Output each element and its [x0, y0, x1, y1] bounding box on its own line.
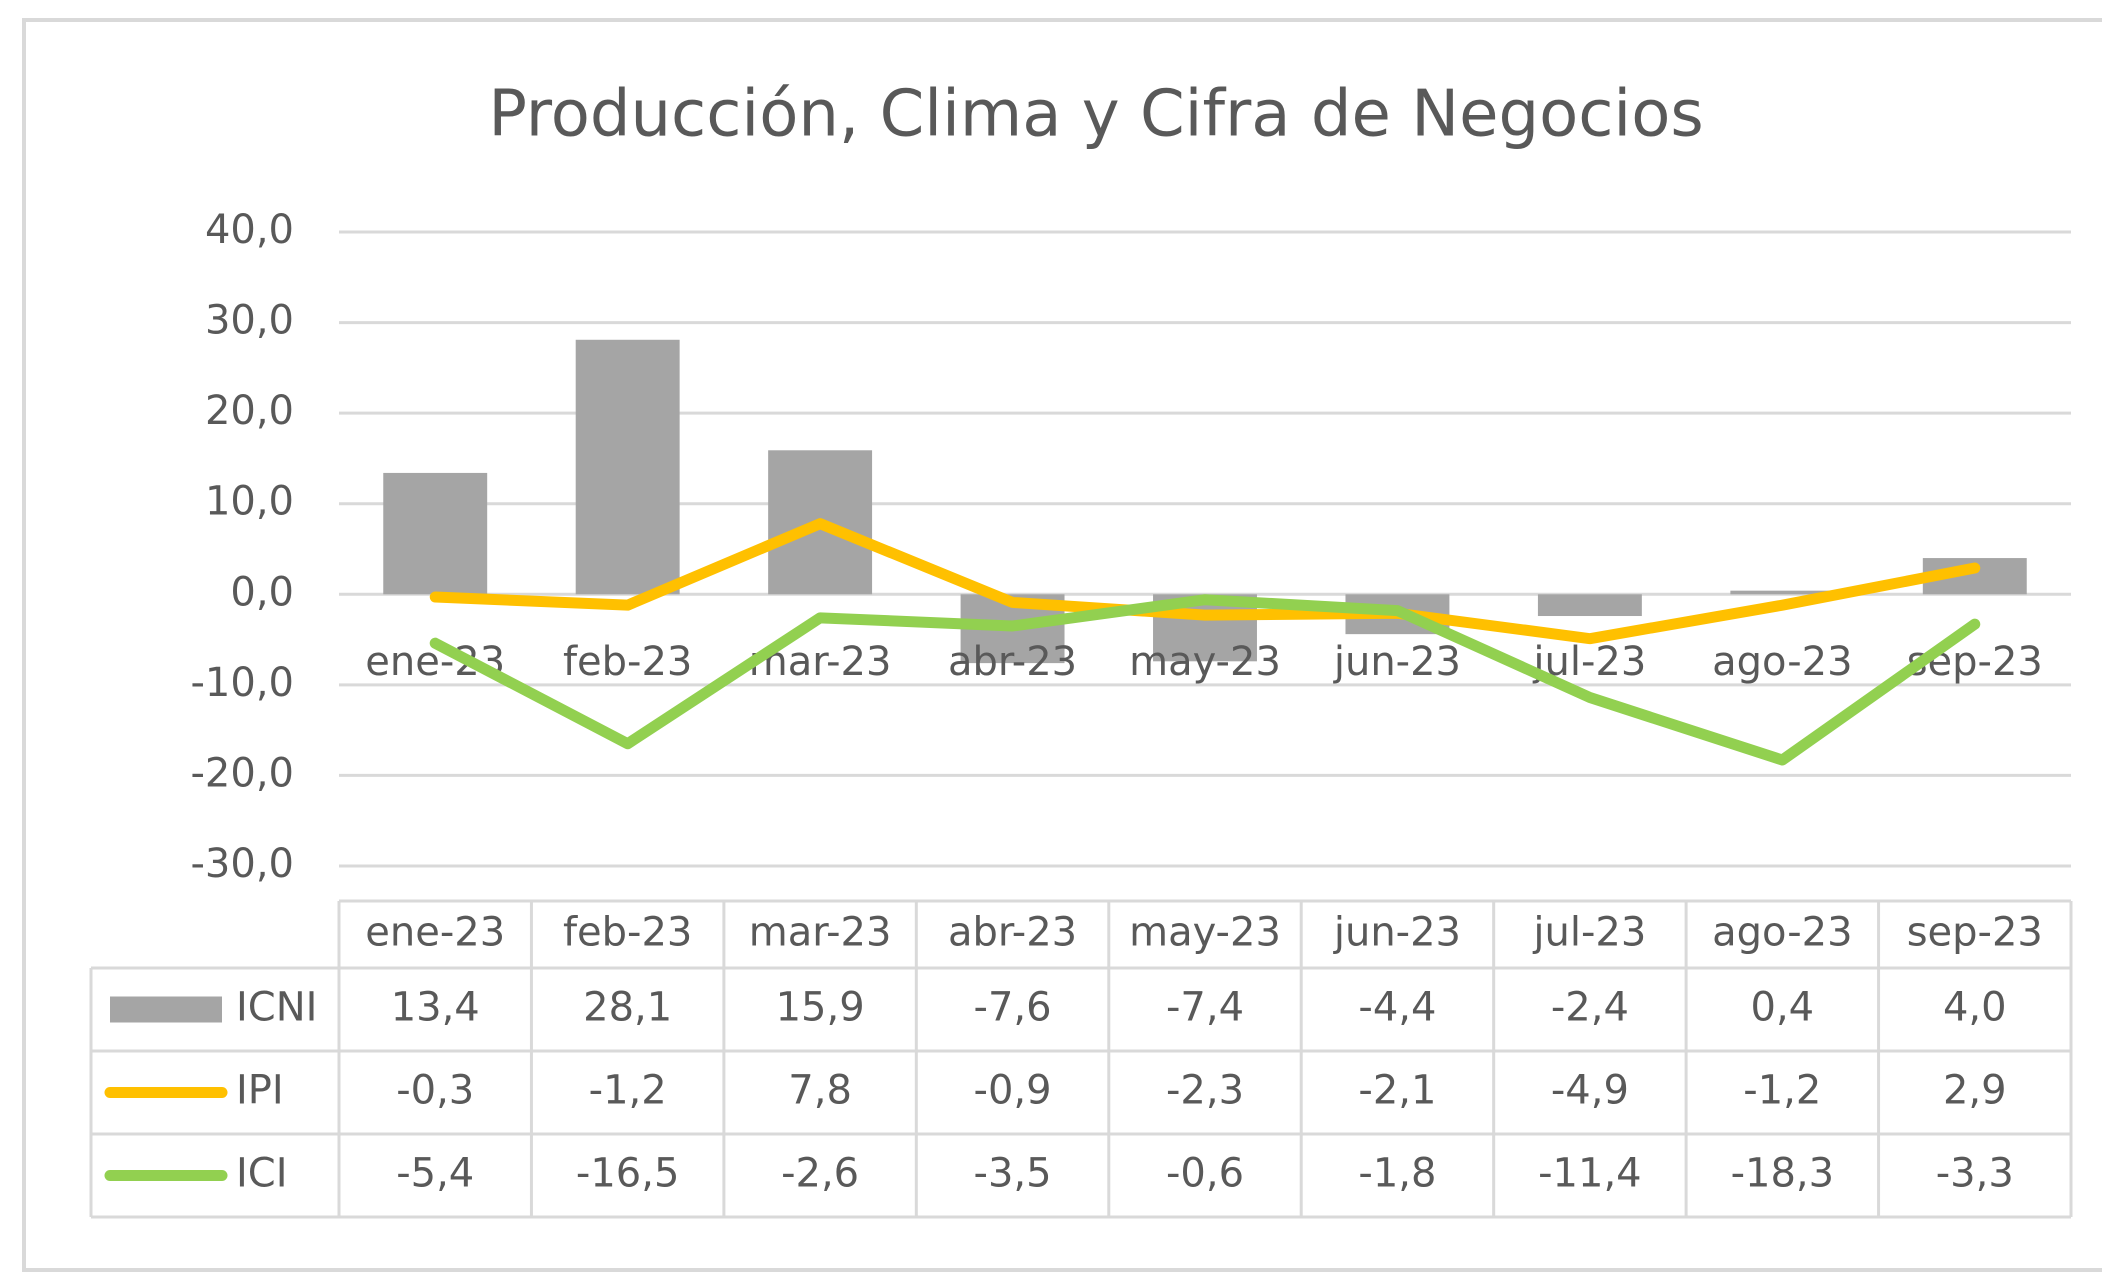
y-tick-label: -20,0	[191, 750, 295, 796]
table-value: -2,3	[1166, 1068, 1244, 1114]
table-value: -7,6	[974, 985, 1052, 1031]
table-value: -0,6	[1166, 1151, 1244, 1197]
table-value: -5,4	[396, 1151, 474, 1197]
legend-label: ICNI	[236, 985, 317, 1031]
table-value: -3,5	[974, 1151, 1052, 1197]
table-value: 0,4	[1751, 985, 1815, 1031]
x-tick-label: jun-23	[1333, 639, 1461, 685]
table-value: -0,9	[974, 1068, 1052, 1114]
x-tick-label: abr-23	[948, 639, 1077, 685]
table-header: mar-23	[749, 910, 892, 956]
y-tick-label: 40,0	[205, 207, 294, 253]
table-header: feb-23	[563, 910, 692, 956]
table-header: abr-23	[948, 910, 1077, 956]
legend-label: ICI	[236, 1151, 288, 1197]
table-value: -16,5	[576, 1151, 680, 1197]
table-value: -11,4	[1538, 1151, 1642, 1197]
x-tick-label: feb-23	[563, 639, 692, 685]
table-value: -18,3	[1731, 1151, 1835, 1197]
line	[429, 594, 1981, 766]
table-value: -1,2	[589, 1068, 667, 1114]
table-value: 7,8	[788, 1068, 852, 1114]
x-tick-label: may-23	[1129, 639, 1281, 685]
table-value: 13,4	[391, 985, 480, 1031]
table-value: 28,1	[583, 985, 672, 1031]
y-tick-label: -10,0	[191, 660, 295, 706]
table-header: jun-23	[1333, 910, 1461, 956]
bar	[575, 339, 680, 595]
y-tick-label: 30,0	[205, 298, 294, 344]
table-header: ago-23	[1712, 910, 1852, 956]
chart-title: Producción, Clima y Cifra de Negocios	[488, 78, 1703, 152]
table-value: -2,6	[781, 1151, 859, 1197]
table-value: 15,9	[776, 985, 865, 1031]
bar	[1730, 590, 1835, 595]
table-value: -1,8	[1358, 1151, 1436, 1197]
x-tick-label: ago-23	[1712, 639, 1852, 685]
bar	[383, 472, 488, 595]
table-value: -4,9	[1551, 1068, 1629, 1114]
legend-label: IPI	[236, 1068, 284, 1114]
table-header: sep-23	[1907, 910, 2043, 956]
table-value: -2,4	[1551, 985, 1629, 1031]
y-tick-label: 0,0	[230, 569, 294, 615]
y-tick-label: -30,0	[191, 841, 295, 887]
table-header: ene-23	[365, 910, 505, 956]
table-value: -0,3	[396, 1068, 474, 1114]
y-tick-label: 20,0	[205, 388, 294, 434]
table-value: -3,3	[1936, 1151, 2014, 1197]
table-value: -1,2	[1743, 1068, 1821, 1114]
table-value: -2,1	[1358, 1068, 1436, 1114]
table-value: 4,0	[1943, 985, 2007, 1031]
table-value: -7,4	[1166, 985, 1244, 1031]
table-value: -4,4	[1358, 985, 1436, 1031]
table-value: 2,9	[1943, 1068, 2007, 1114]
line	[429, 518, 1981, 645]
bar	[1537, 594, 1642, 617]
y-tick-label: 10,0	[205, 479, 294, 525]
legend-key	[110, 996, 222, 1023]
table-header: jul-23	[1532, 910, 1646, 956]
table-header: may-23	[1129, 910, 1281, 956]
